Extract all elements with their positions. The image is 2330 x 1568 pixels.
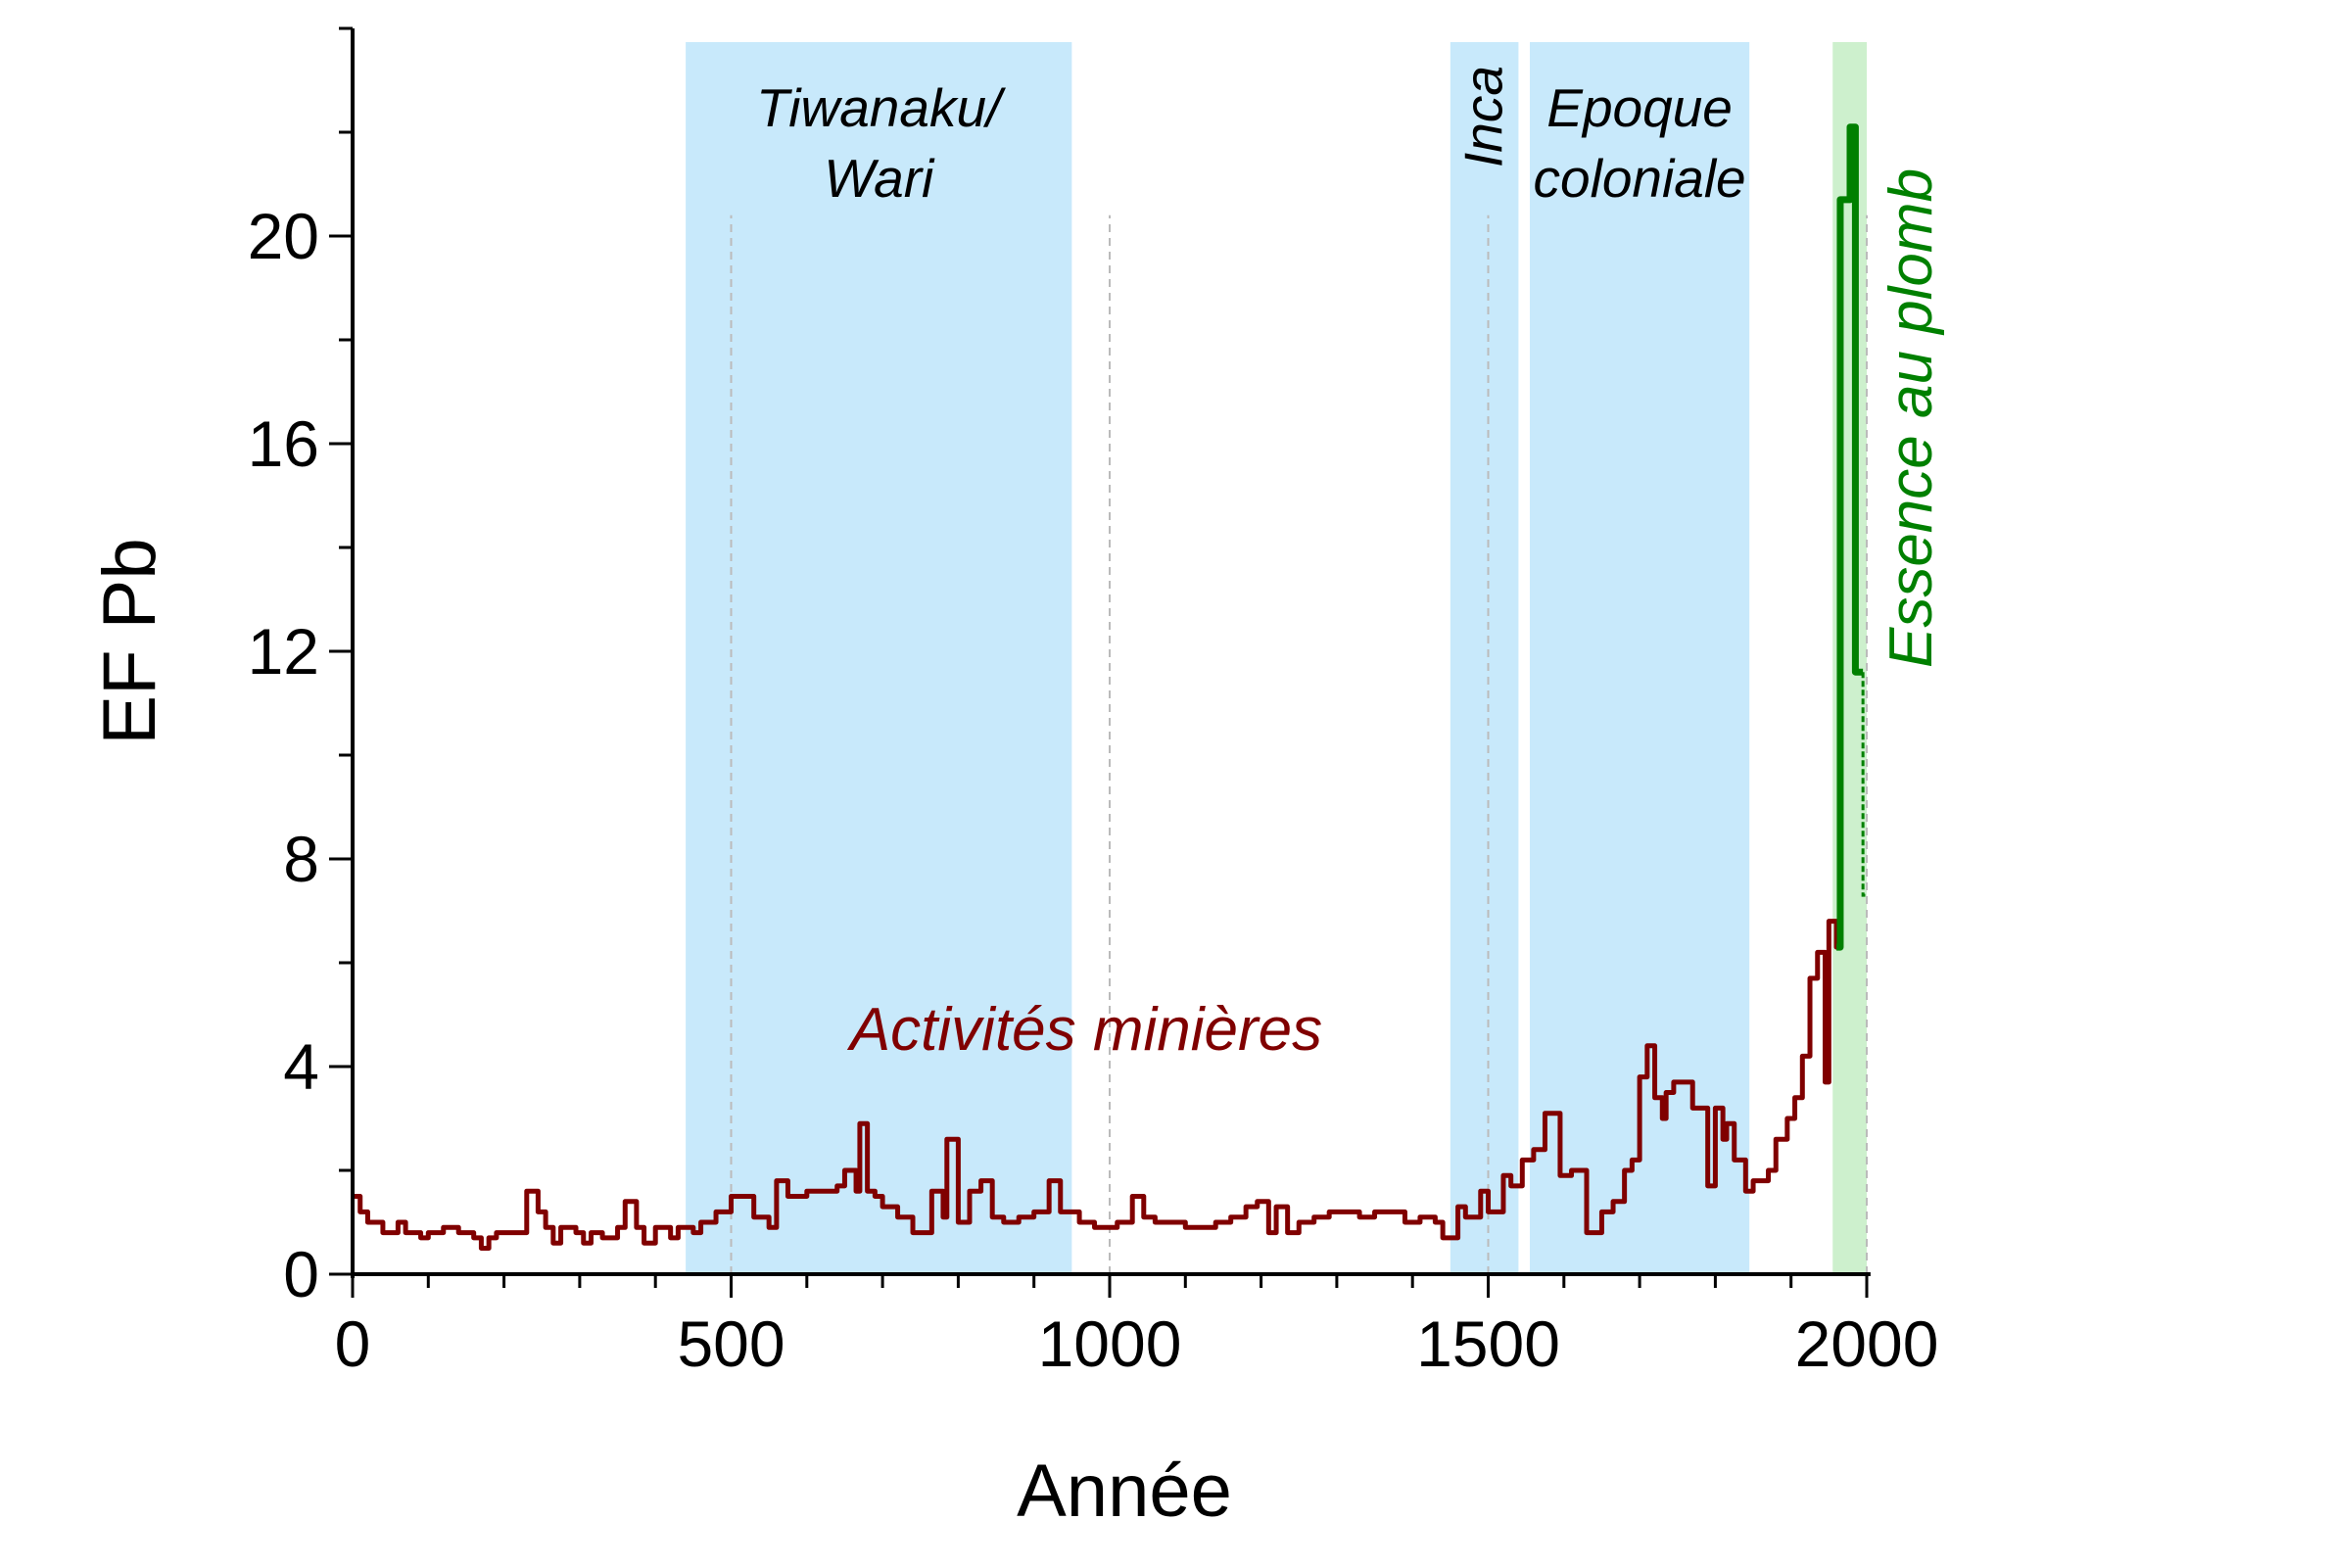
annotations: Tiwanaku/Wari Inca Epoque coloniale bbox=[756, 66, 1746, 209]
period-label: Inca bbox=[1453, 66, 1514, 167]
series-line-gasoline bbox=[1836, 123, 1864, 951]
y-tick-label: 20 bbox=[248, 200, 319, 272]
period-band bbox=[1530, 42, 1750, 1274]
y-tick-label: 0 bbox=[283, 1238, 319, 1310]
series-label-mining: Activités minières bbox=[846, 996, 1322, 1064]
x-tick-label: 0 bbox=[335, 1307, 371, 1380]
series-label-gasoline: Essence au plomb bbox=[1878, 168, 1945, 668]
x-tick-label: 500 bbox=[677, 1307, 785, 1380]
x-tick-label: 1500 bbox=[1416, 1307, 1560, 1380]
y-tick-label: 8 bbox=[283, 823, 319, 895]
period-label: Epoque bbox=[1546, 77, 1733, 138]
series-line-gasoline-tail bbox=[1861, 672, 1866, 897]
period-band bbox=[1450, 42, 1519, 1274]
series-line-mining bbox=[353, 919, 1839, 1251]
period-label: Tiwanaku/ bbox=[756, 77, 1006, 138]
period-bands bbox=[686, 42, 1867, 1274]
reference-lines bbox=[730, 214, 1868, 1274]
period-band bbox=[686, 42, 1072, 1274]
y-tick-label: 16 bbox=[248, 407, 319, 480]
period-label: coloniale bbox=[1534, 148, 1746, 209]
period-label: Wari bbox=[824, 148, 935, 209]
y-axis-label: EF Pb bbox=[88, 538, 171, 744]
y-tick-label: 4 bbox=[283, 1030, 319, 1103]
axes: 0 4 8 12 16 20 0 500 1000 1500 2000 bbox=[248, 26, 1939, 1380]
series-lines bbox=[353, 123, 1866, 1251]
y-tick-label: 12 bbox=[248, 615, 319, 688]
x-tick-label: 2000 bbox=[1795, 1307, 1939, 1380]
x-axis-label: Année bbox=[1017, 1449, 1232, 1533]
x-tick-label: 1000 bbox=[1038, 1307, 1182, 1380]
